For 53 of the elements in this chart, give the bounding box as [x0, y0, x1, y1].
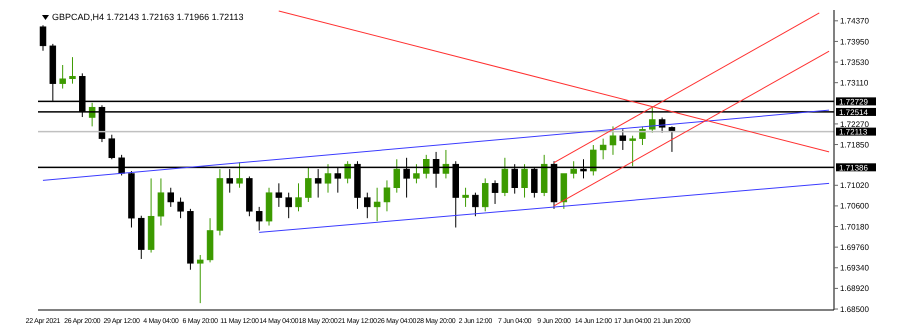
chart-title: GBPCAD,H4 1.72143 1.72163 1.71966 1.72113 — [52, 12, 244, 22]
candlestick — [384, 180, 390, 212]
candlestick — [482, 178, 488, 212]
candlestick — [374, 187, 380, 222]
y-tick-label: 1.73950 — [840, 37, 870, 46]
candlestick — [196, 254, 204, 304]
y-tick-label: 1.72270 — [840, 120, 870, 129]
candlestick — [394, 158, 400, 194]
candlestick — [295, 182, 302, 212]
candlestick — [305, 166, 312, 202]
y-tick-label: 1.73530 — [840, 58, 870, 67]
y-tick-label: 1.71020 — [840, 181, 870, 190]
candlestick — [570, 160, 577, 179]
ref-line-label: 1.72729 — [839, 97, 868, 106]
candlestick — [364, 192, 371, 219]
candlestick — [168, 187, 174, 208]
candlestick — [462, 187, 469, 208]
y-tick-label: 1.69760 — [840, 242, 870, 252]
y-tick-label: 1.71850 — [840, 140, 870, 150]
candlestick — [600, 138, 606, 160]
candlestick — [324, 164, 332, 194]
y-tick-label: 1.68500 — [840, 304, 870, 314]
y-tick-label: 1.68920 — [840, 284, 870, 294]
candlestick — [276, 182, 282, 208]
candlestick — [59, 64, 66, 90]
candlestick — [108, 134, 116, 160]
candlestick — [521, 164, 528, 198]
candlestick — [668, 126, 676, 152]
y-tick-label: 1.69340 — [840, 264, 870, 273]
y-tick-label: 1.73110 — [840, 78, 869, 88]
candlestick — [256, 206, 262, 231]
y-tick-label: 1.70600 — [840, 202, 870, 211]
candlestick — [472, 192, 479, 217]
candlestick — [620, 128, 626, 150]
y-tick-label: 1.74370 — [840, 16, 870, 26]
candlestick — [413, 164, 420, 184]
candlestick — [629, 135, 636, 167]
candlestick — [658, 117, 666, 134]
candlestick — [610, 126, 616, 156]
candlestick — [502, 157, 508, 197]
y-tick-label: 1.70180 — [840, 222, 870, 232]
candlestick — [236, 162, 243, 188]
candlestick — [158, 178, 164, 226]
candlestick — [69, 56, 76, 84]
candlestick — [423, 154, 430, 179]
ref-line-label: 1.72514 — [839, 108, 868, 117]
candlestick — [492, 180, 498, 204]
candlestick — [177, 197, 184, 219]
ref-line-label: 1.72113 — [839, 128, 868, 137]
candlestick — [590, 144, 597, 176]
candlestick — [40, 24, 46, 52]
ref-line-label: 1.71386 — [839, 163, 868, 172]
candlestick — [285, 192, 292, 219]
